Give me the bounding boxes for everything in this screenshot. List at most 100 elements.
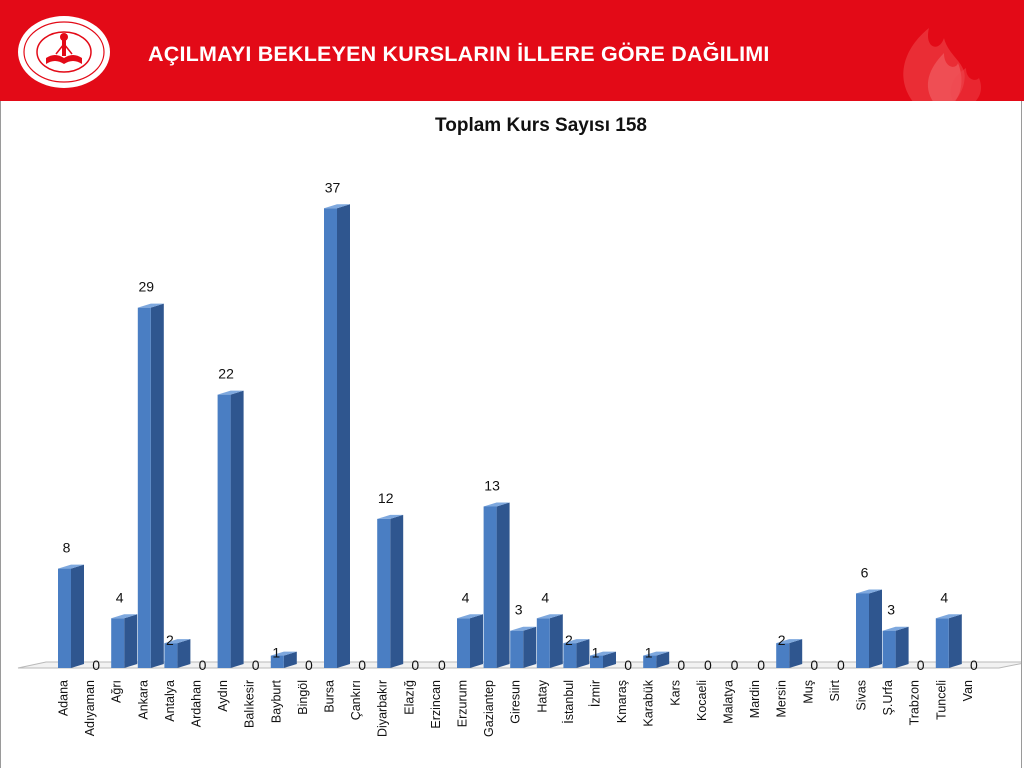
bar-side <box>789 639 803 668</box>
value-label: 3 <box>515 602 523 618</box>
value-label: 4 <box>116 589 124 605</box>
bar-side <box>549 614 563 668</box>
value-label: 4 <box>541 589 549 605</box>
bar <box>643 651 670 668</box>
bar-side <box>496 502 510 668</box>
category-label: Bayburt <box>269 679 283 723</box>
value-label: 0 <box>970 657 978 673</box>
bar <box>590 651 616 668</box>
torch-flame-icon <box>903 28 982 103</box>
bar-front <box>324 208 337 668</box>
bar-chart: Toplam Kurs Sayısı 158 80429202201037012… <box>17 115 1021 737</box>
category-label: Antalya <box>163 680 177 722</box>
bar-front <box>590 655 603 668</box>
bar-side <box>230 390 244 668</box>
bar-top <box>510 626 537 631</box>
category-label: Aydın <box>216 680 230 712</box>
bar-side <box>576 639 590 668</box>
category-label: Kocaeli <box>695 680 709 721</box>
bar <box>882 626 909 668</box>
category-label: Ş.Urfa <box>881 680 895 715</box>
category-label: İzmir <box>589 680 603 707</box>
bar-side <box>390 514 404 668</box>
category-label: Hatay <box>535 679 549 712</box>
bar-side <box>470 614 483 668</box>
bar-side <box>948 614 962 668</box>
category-label: Ardahan <box>190 680 204 727</box>
category-label: Balıkesir <box>243 680 257 728</box>
value-label: 0 <box>704 657 712 673</box>
bar-side <box>124 614 138 668</box>
value-label: 1 <box>592 645 600 661</box>
bar-front <box>882 630 896 668</box>
bar <box>137 303 164 668</box>
bar <box>164 639 191 668</box>
bar <box>377 514 404 668</box>
category-label: Ankara <box>136 680 150 720</box>
bar-side <box>283 651 297 668</box>
value-label: 0 <box>757 657 765 673</box>
bar-front <box>270 655 284 668</box>
category-label: Van <box>961 680 975 701</box>
bar-front <box>111 618 125 668</box>
bar-top <box>111 614 138 619</box>
value-label: 0 <box>199 657 207 673</box>
bar <box>483 502 510 668</box>
value-label: 0 <box>677 657 685 673</box>
value-label: 13 <box>484 477 500 493</box>
category-label: Bursa <box>323 680 337 713</box>
category-label: Mersin <box>775 680 789 718</box>
category-label: Siirt <box>828 679 842 701</box>
bar-top <box>217 390 244 395</box>
bar-side <box>337 204 350 668</box>
value-label: 1 <box>645 645 653 661</box>
category-label: Çankırı <box>349 680 363 720</box>
bar-top <box>856 589 882 594</box>
header-bar: AÇILMAYI BEKLEYEN KURSLARIN İLLERE GÖRE … <box>0 0 1024 103</box>
value-label: 0 <box>731 657 739 673</box>
bar-side <box>177 639 191 668</box>
category-label: Tunceli <box>934 680 948 720</box>
value-label: 0 <box>411 657 419 673</box>
ministry-logo-icon <box>18 16 110 88</box>
bar <box>856 589 882 668</box>
value-label: 29 <box>139 279 155 295</box>
bar-front <box>510 630 524 668</box>
bar-top <box>536 614 563 619</box>
bar-top <box>882 626 909 631</box>
bar-top <box>137 303 164 308</box>
category-label: Mardin <box>748 680 762 718</box>
bar-front <box>856 593 869 668</box>
value-label: 0 <box>305 657 313 673</box>
category-label: Kmaraş <box>615 680 629 723</box>
chart-panel: Toplam Kurs Sayısı 158 8 0 4 29 2 0 22 0 1 0 37 0 12… <box>0 101 1022 768</box>
value-label: 4 <box>940 589 948 605</box>
value-label: 8 <box>63 540 71 556</box>
value-label: 0 <box>438 657 446 673</box>
chart-title: Toplam Kurs Sayısı 158 <box>435 115 647 136</box>
category-label: Sivas <box>855 680 869 711</box>
category-label: Bingöl <box>296 680 310 715</box>
value-label: 2 <box>778 632 786 648</box>
category-label: Diyarbakır <box>376 680 390 737</box>
bar-side <box>895 626 909 668</box>
bar <box>457 614 483 668</box>
bar-front <box>483 506 497 668</box>
bar-side <box>71 564 84 668</box>
bar <box>563 639 590 668</box>
bar-front <box>457 618 470 668</box>
bar-front <box>935 618 949 668</box>
category-label: İstanbul <box>562 680 576 724</box>
bar-top <box>483 502 510 507</box>
value-label: 0 <box>358 657 366 673</box>
bar-front <box>776 643 790 668</box>
category-label: Elazığ <box>402 680 416 715</box>
bar-side <box>603 651 616 668</box>
value-label: 6 <box>861 564 869 580</box>
bar <box>217 390 244 668</box>
category-labels-group: Adana Adıyaman Ağrı Ankara Antalya Ardahan Ayd… <box>57 679 975 737</box>
value-label: 37 <box>325 179 341 195</box>
bar <box>776 639 803 668</box>
slide-title: AÇILMAYI BEKLEYEN KURSLARIN İLLERE GÖRE … <box>148 42 770 66</box>
